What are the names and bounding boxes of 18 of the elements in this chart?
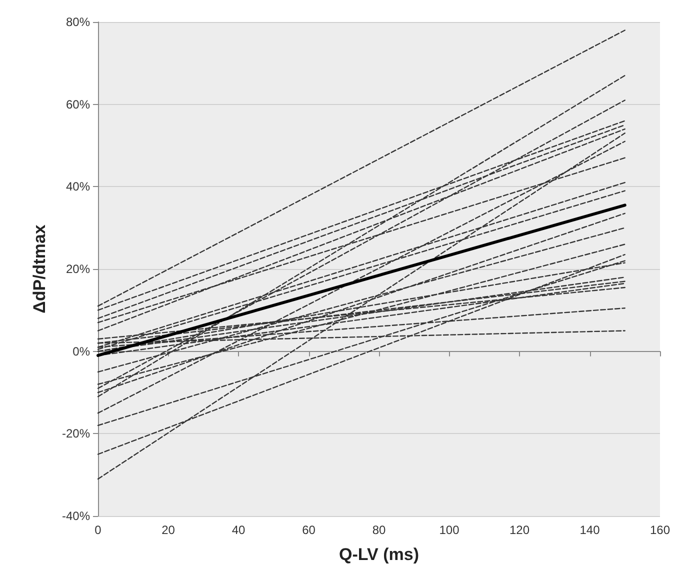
- x-tick-label: 160: [650, 523, 670, 537]
- x-tick-label: 120: [509, 523, 530, 537]
- x-tick-label: 40: [232, 523, 246, 537]
- y-tick-label: -20%: [62, 426, 90, 441]
- y-tick-label: 60%: [66, 97, 90, 112]
- y-tick-label: 40%: [66, 180, 90, 194]
- x-tick-label: 80: [372, 523, 386, 537]
- y-tick-label: -40%: [62, 509, 90, 523]
- x-tick-label: 60: [302, 523, 316, 537]
- y-tick-label: 80%: [66, 15, 90, 29]
- y-tick-label: 0%: [72, 344, 90, 358]
- x-axis-title: Q-LV (ms): [339, 545, 419, 564]
- x-tick-label: 100: [439, 523, 460, 537]
- x-tick-label: 20: [162, 523, 176, 537]
- y-axis-title: ΔdP/dtmax: [30, 224, 49, 314]
- x-tick-label: 140: [580, 523, 600, 537]
- y-tick-label: 20%: [66, 262, 90, 276]
- x-tick-label: 0: [94, 523, 102, 537]
